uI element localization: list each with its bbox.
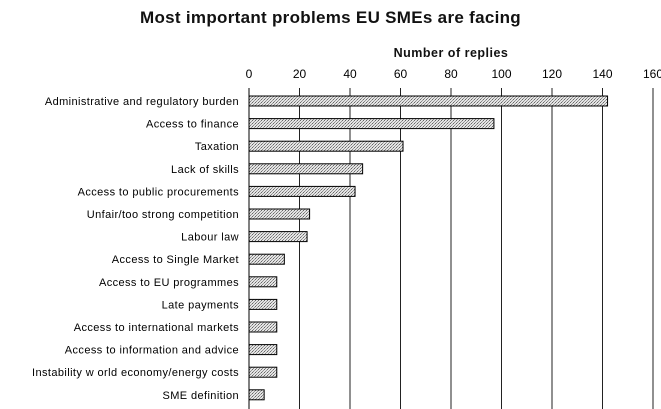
category-label: Late payments — [162, 299, 239, 311]
category-label: Lack of skills — [171, 164, 239, 176]
bar — [248, 163, 364, 175]
category-label: Administrative and regulatory burden — [45, 96, 239, 108]
category-label: Labour law — [181, 232, 239, 244]
bar — [248, 185, 356, 197]
x-tick-label: 20 — [293, 67, 307, 81]
bar — [248, 95, 609, 107]
category-label: Access to EU programmes — [99, 277, 239, 289]
x-tick-label: 80 — [444, 67, 458, 81]
bar — [248, 276, 278, 288]
bar — [248, 389, 265, 401]
category-label: Unfair/too strong competition — [87, 209, 239, 221]
x-tick-label: 100 — [491, 67, 511, 81]
x-tick-label: 140 — [592, 67, 612, 81]
category-label: Instability w orld economy/energy costs — [32, 367, 239, 379]
bar — [248, 208, 311, 220]
x-tick-label: 160 — [643, 67, 661, 81]
category-label: Access to international markets — [74, 322, 239, 334]
x-tick-label: 60 — [394, 67, 408, 81]
x-tick-label: 0 — [246, 67, 253, 81]
x-tick-label: 40 — [343, 67, 357, 81]
gridlines — [299, 88, 654, 409]
bar — [248, 298, 278, 310]
bar — [248, 231, 308, 243]
category-labels: Administrative and regulatory burden Acce… — [32, 96, 239, 402]
bar — [248, 344, 278, 356]
bar — [248, 366, 278, 378]
bars — [248, 95, 609, 401]
category-label: Taxation — [195, 141, 239, 153]
category-label: Access to finance — [146, 119, 239, 131]
x-tick-labels: 0 20 40 60 80 100 120 140 160 — [246, 67, 661, 81]
category-label: SME definition — [162, 390, 239, 402]
bar — [248, 253, 285, 265]
category-label: Access to public procurements — [78, 186, 239, 198]
bar — [248, 140, 404, 152]
category-label: Access to Single Market — [112, 254, 239, 266]
x-axis-label: Number of replies — [393, 46, 509, 60]
category-label: Access to information and advice — [65, 345, 239, 357]
chart-title: Most important problems EU SMEs are faci… — [140, 8, 521, 27]
x-tick-label: 120 — [542, 67, 562, 81]
bar — [248, 118, 495, 130]
bar — [248, 321, 278, 333]
